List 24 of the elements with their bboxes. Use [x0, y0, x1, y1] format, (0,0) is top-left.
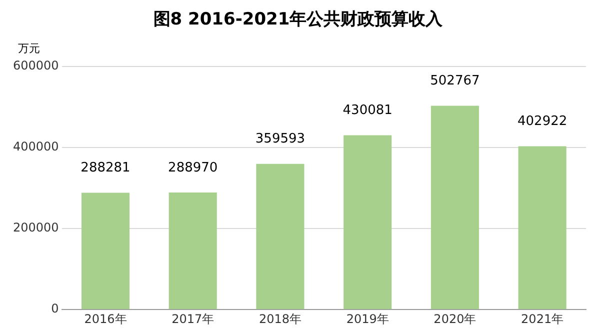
data-label: 402922 — [517, 114, 568, 130]
x-tick-label: 2021年 — [521, 312, 564, 326]
chart-title: 图8 2016-2021年公共财政预算收入 — [153, 10, 444, 30]
x-tick-label: 2019年 — [346, 312, 389, 326]
x-tick-label: 2016年 — [84, 312, 127, 326]
data-label: 288970 — [168, 160, 218, 176]
data-label: 502767 — [430, 74, 480, 89]
bar — [518, 146, 566, 310]
y-axis-title: 万元 — [18, 42, 40, 55]
y-tick-label: 400000 — [12, 140, 59, 154]
data-label: 288281 — [80, 160, 130, 176]
y-tick-label: 0 — [51, 302, 59, 316]
y-tick-label: 600000 — [12, 58, 59, 73]
x-tick-label: 2018年 — [258, 312, 302, 326]
data-label: 359593 — [255, 132, 306, 147]
data-label: 430081 — [342, 103, 392, 118]
y-tick-label: 200000 — [12, 220, 59, 235]
bar — [256, 164, 304, 310]
bar — [81, 192, 130, 310]
x-tick-label: 2020年 — [434, 312, 476, 326]
bar — [168, 192, 217, 310]
bar — [344, 135, 392, 310]
x-tick-label: 2017年 — [172, 312, 214, 326]
bar — [430, 106, 479, 310]
